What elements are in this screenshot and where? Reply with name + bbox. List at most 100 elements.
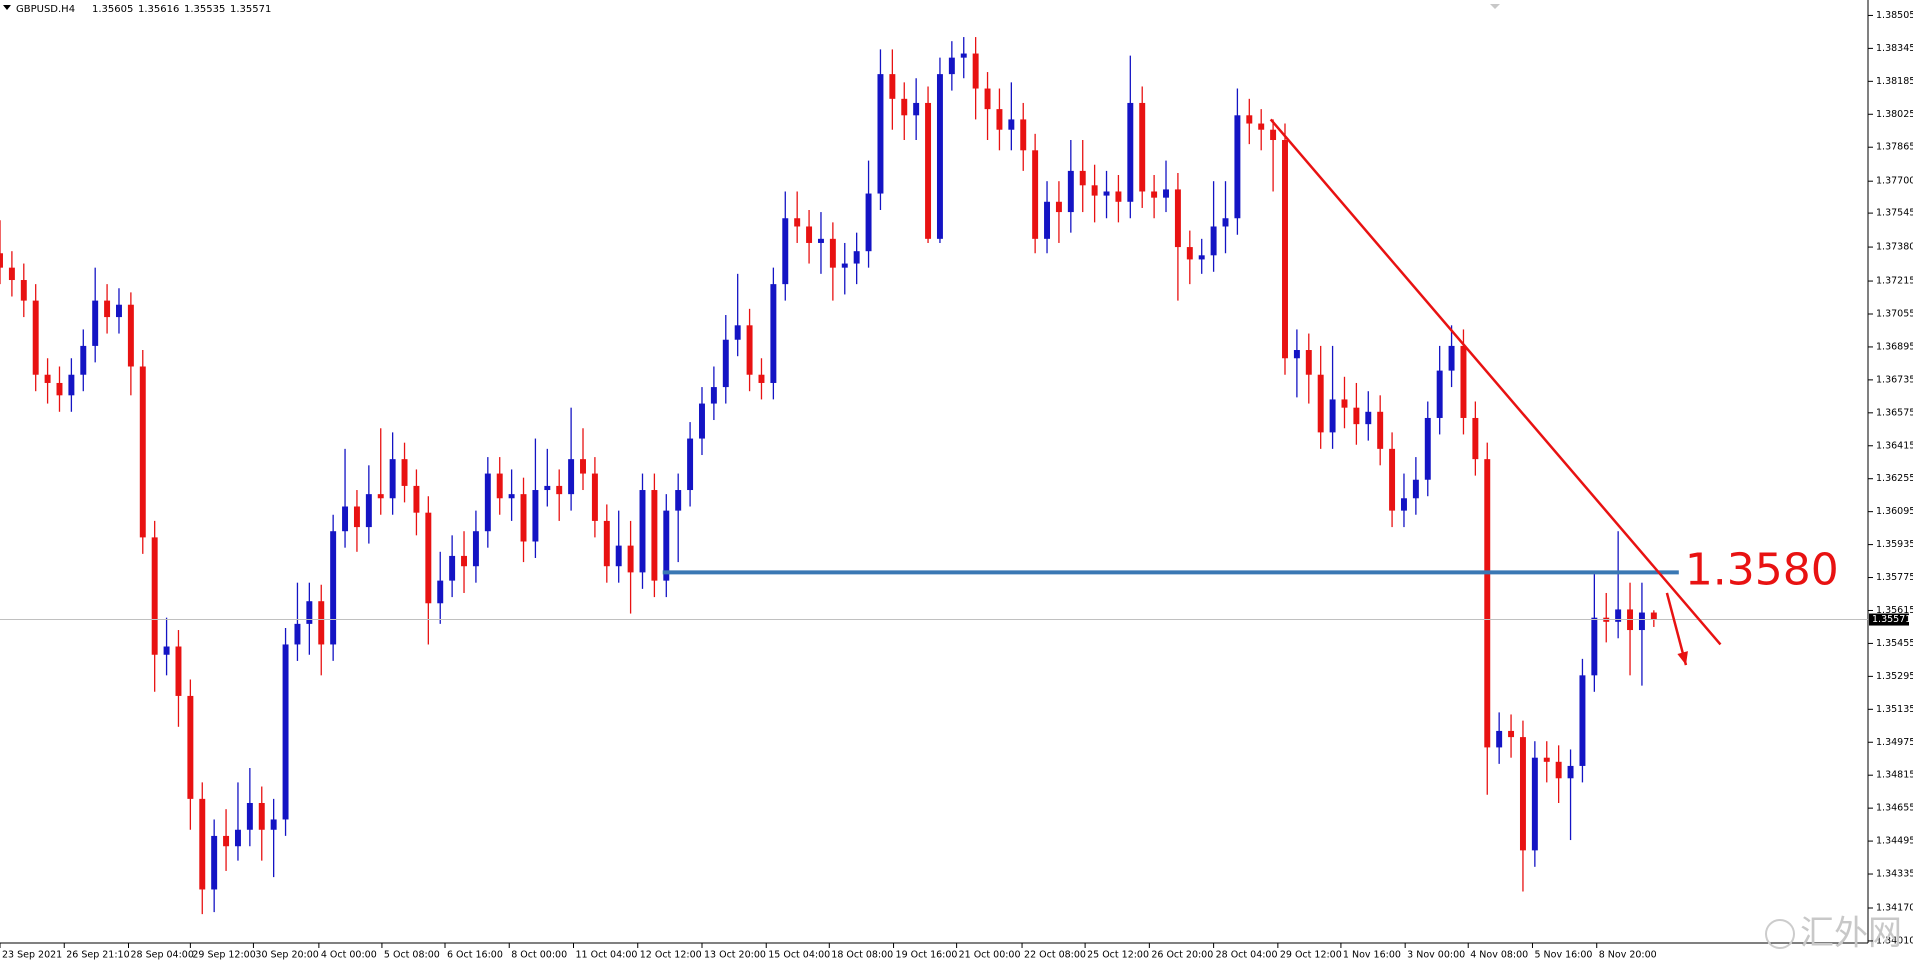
candle-body bbox=[782, 218, 789, 285]
x-tick-label: 8 Nov 20:00 bbox=[1599, 950, 1657, 961]
candle-body bbox=[353, 506, 360, 528]
candle-body bbox=[1401, 498, 1407, 511]
candle-body bbox=[603, 520, 610, 567]
candle-body bbox=[1424, 417, 1431, 480]
candle-body bbox=[699, 403, 705, 439]
candle-body bbox=[1115, 191, 1122, 202]
candle-body bbox=[377, 494, 384, 499]
candle-body bbox=[1234, 115, 1241, 219]
candle-body bbox=[44, 374, 51, 383]
candle-body bbox=[1567, 765, 1574, 779]
candle-body bbox=[32, 300, 39, 375]
candle-body bbox=[1186, 247, 1193, 260]
candle-body bbox=[936, 74, 943, 239]
x-tick-label: 28 Sep 04:00 bbox=[130, 950, 193, 961]
candle-body bbox=[1020, 119, 1027, 151]
candle-body bbox=[1067, 170, 1074, 213]
candle-body bbox=[163, 646, 170, 655]
candle-body bbox=[211, 835, 218, 890]
candle-body bbox=[1198, 255, 1205, 260]
candle-body bbox=[1055, 201, 1062, 213]
candle-body bbox=[1638, 612, 1645, 631]
candle-body bbox=[960, 53, 967, 58]
candle-body bbox=[496, 473, 503, 499]
y-tick-label: 1.34655 bbox=[1876, 803, 1913, 814]
candle-body bbox=[746, 325, 753, 375]
candle-body bbox=[20, 280, 27, 301]
x-tick-label: 8 Oct 00:00 bbox=[511, 950, 567, 961]
candle-body bbox=[104, 300, 111, 318]
candle-body bbox=[1222, 218, 1229, 227]
candle-body bbox=[508, 494, 515, 499]
candle-body bbox=[1555, 761, 1562, 779]
candle-body bbox=[817, 238, 824, 243]
candle-body bbox=[151, 537, 158, 655]
y-tick-label: 1.37215 bbox=[1876, 276, 1913, 287]
x-tick-label: 6 Oct 16:00 bbox=[447, 950, 503, 961]
y-tick-label: 1.34815 bbox=[1876, 770, 1913, 781]
candle-body bbox=[68, 374, 75, 396]
candle-body bbox=[294, 623, 301, 645]
candle-body bbox=[246, 802, 253, 830]
candle-body bbox=[127, 304, 134, 367]
y-tick-label: 1.34495 bbox=[1876, 836, 1913, 847]
x-tick-label: 29 Sep 12:00 bbox=[192, 950, 255, 961]
candle-body bbox=[330, 531, 337, 645]
level-label: 1.3580 bbox=[1685, 544, 1839, 595]
candle-body bbox=[1329, 399, 1336, 433]
y-tick-label: 1.37380 bbox=[1876, 242, 1913, 253]
candle-body bbox=[1163, 189, 1169, 198]
symbol: GBPUSD.H4 bbox=[16, 4, 75, 15]
header-close: 1.35571 bbox=[230, 4, 271, 15]
candle-body bbox=[1591, 617, 1598, 676]
candle-body bbox=[1519, 737, 1526, 851]
candle-body bbox=[877, 74, 884, 194]
y-tick-label: 1.34335 bbox=[1876, 869, 1913, 880]
candle-body bbox=[1650, 612, 1657, 620]
candle-body bbox=[1270, 129, 1277, 141]
candle-body bbox=[413, 485, 420, 513]
candle-body bbox=[425, 512, 432, 604]
x-tick-label: 22 Oct 08:00 bbox=[1024, 950, 1086, 961]
candle-body bbox=[365, 494, 372, 528]
candle-body bbox=[1341, 399, 1348, 408]
candle-body bbox=[1103, 191, 1110, 196]
candle-body bbox=[770, 284, 777, 383]
candle-body bbox=[1139, 102, 1146, 192]
candle-body bbox=[544, 485, 551, 491]
candle-body bbox=[794, 218, 801, 227]
candle-body bbox=[1032, 150, 1039, 239]
candle-body bbox=[1293, 350, 1300, 359]
y-tick-label: 1.37865 bbox=[1876, 142, 1913, 153]
candle-body bbox=[829, 238, 836, 268]
candle-body bbox=[758, 374, 765, 383]
y-tick-label: 1.35935 bbox=[1876, 539, 1913, 550]
y-tick-label: 1.35135 bbox=[1876, 704, 1913, 715]
candle-body bbox=[1508, 730, 1515, 738]
candle-body bbox=[1484, 459, 1491, 748]
y-tick-label: 1.36415 bbox=[1876, 440, 1913, 451]
y-tick-label: 1.36095 bbox=[1876, 506, 1913, 517]
x-tick-label: 25 Oct 12:00 bbox=[1087, 950, 1149, 961]
candle-body bbox=[710, 387, 717, 404]
candle-body bbox=[1472, 417, 1479, 460]
candle-body bbox=[437, 580, 444, 604]
candle-body bbox=[580, 459, 586, 474]
y-tick-label: 1.37700 bbox=[1876, 176, 1913, 187]
candle-body bbox=[116, 304, 122, 318]
candle-body bbox=[187, 695, 194, 799]
y-tick-label: 1.35295 bbox=[1876, 671, 1913, 682]
candle-body bbox=[1174, 189, 1181, 248]
candle-body bbox=[972, 53, 979, 89]
x-tick-label: 28 Oct 04:00 bbox=[1216, 950, 1278, 961]
candle-body bbox=[1258, 123, 1265, 130]
y-tick-label: 1.35775 bbox=[1876, 572, 1913, 583]
candle-body bbox=[1044, 201, 1051, 239]
candle-body bbox=[984, 88, 991, 110]
x-tick-label: 11 Oct 04:00 bbox=[575, 950, 637, 961]
x-tick-label: 4 Oct 00:00 bbox=[321, 950, 377, 961]
y-tick-label: 1.35455 bbox=[1876, 638, 1913, 649]
header-open: 1.35605 bbox=[92, 4, 133, 15]
candle-body bbox=[1282, 140, 1288, 359]
